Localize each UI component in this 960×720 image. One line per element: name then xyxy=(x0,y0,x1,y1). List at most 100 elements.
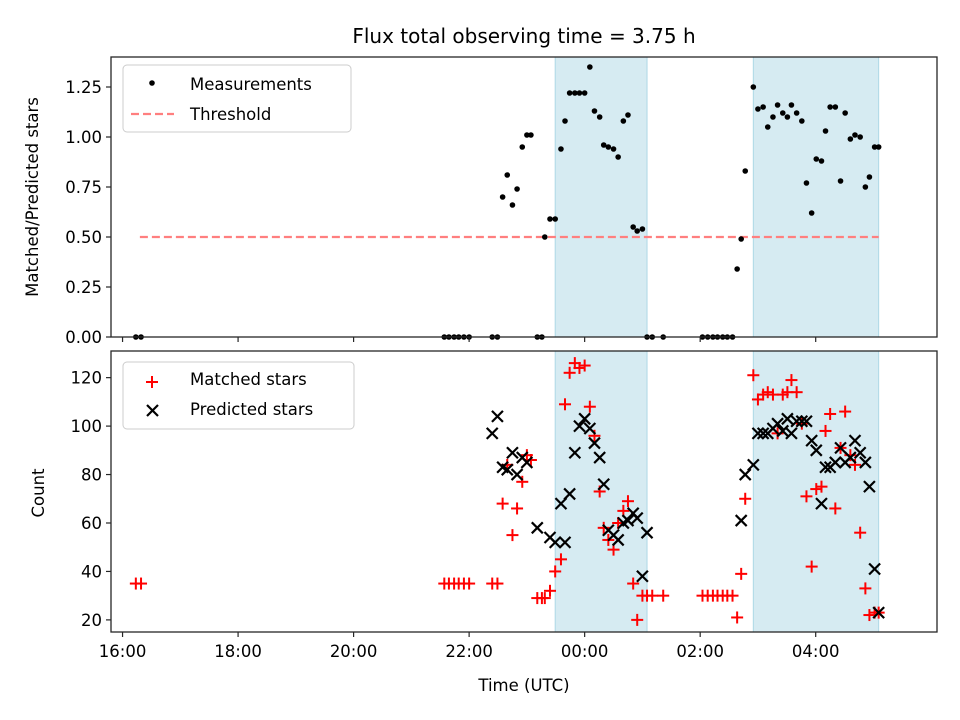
matched-star-point xyxy=(761,386,774,399)
predicted-star-point xyxy=(531,521,544,535)
measurement-point xyxy=(857,134,863,140)
predicted-star-point xyxy=(853,446,867,460)
measurement-point xyxy=(630,224,636,230)
predicted-star-point xyxy=(809,444,823,457)
predicted-star-point xyxy=(597,477,610,491)
measurement-point xyxy=(541,234,548,240)
x-tick-label: 20:00 xyxy=(330,642,378,661)
predicted-star-point xyxy=(583,422,597,435)
matched-star-point xyxy=(597,521,610,534)
predicted-star-point xyxy=(800,414,813,428)
matched-star-point xyxy=(563,366,576,379)
measurement-point xyxy=(499,194,506,200)
measurement-point xyxy=(558,146,564,152)
matched-star-point xyxy=(554,553,567,566)
measurement-point xyxy=(504,172,511,178)
bottom-y-ticks: 20 40 60 80 100 120 xyxy=(71,369,111,630)
measurement-point xyxy=(832,104,839,110)
predicted-star-point xyxy=(781,412,794,426)
measurement-point xyxy=(572,90,578,96)
measurement-point xyxy=(827,104,833,110)
predicted-star-point xyxy=(819,460,832,474)
observing-window-span xyxy=(752,56,880,338)
measurement-point xyxy=(764,124,771,130)
predicted-star-point xyxy=(554,497,568,510)
predicted-star-point xyxy=(500,463,514,476)
predicted-star-point xyxy=(790,414,803,428)
measurement-point xyxy=(875,144,882,150)
x-tick-label: 02:00 xyxy=(676,642,724,661)
measurement-point xyxy=(808,210,815,216)
predicted-star-point xyxy=(815,497,828,510)
measurement-point xyxy=(793,110,800,116)
chart-title: Flux total observing time = 3.75 h xyxy=(352,24,695,48)
measurement-point xyxy=(799,118,805,124)
matched-star-point xyxy=(538,592,551,605)
top-axes-frame xyxy=(110,56,938,338)
predicted-star-point xyxy=(621,514,635,527)
legend-measurements-label: Measurements xyxy=(190,75,312,94)
observing-window-span xyxy=(554,56,648,338)
measurement-point xyxy=(871,144,878,150)
matched-star-point xyxy=(810,483,823,496)
y-tick-label: 120 xyxy=(71,369,103,388)
measurement-point xyxy=(562,118,568,124)
measurement-point xyxy=(625,112,631,118)
predicted-star-point xyxy=(872,606,885,619)
measurement-point xyxy=(837,178,844,184)
legend-matched-marker xyxy=(146,376,158,388)
x-tick-label: 22:00 xyxy=(445,642,493,661)
legend-measurements-marker xyxy=(149,80,155,86)
predicted-star-point xyxy=(611,533,625,547)
measurement-point xyxy=(615,154,621,160)
matched-star-point xyxy=(747,369,760,382)
matched-star-point xyxy=(859,582,872,595)
predicted-star-point xyxy=(548,536,562,549)
measurement-point xyxy=(742,168,749,174)
matched-star-point xyxy=(726,589,739,602)
matched-star-point xyxy=(863,609,876,622)
predicted-star-point xyxy=(734,514,748,527)
matched-star-point xyxy=(524,454,537,467)
measurement-point xyxy=(760,104,766,110)
measurement-point xyxy=(514,186,520,192)
matched-star-point xyxy=(559,398,572,411)
measurement-point xyxy=(803,180,810,186)
x-tick-label: 18:00 xyxy=(214,642,262,661)
bottom-points xyxy=(129,357,885,626)
matched-star-point xyxy=(819,424,832,437)
predicted-star-point xyxy=(640,526,654,539)
matched-star-point xyxy=(829,502,842,515)
predicted-star-point xyxy=(785,427,798,440)
y-tick-label: 1.25 xyxy=(65,78,102,97)
measurement-point xyxy=(639,226,646,232)
matched-star-point xyxy=(646,589,659,602)
measurement-point xyxy=(596,114,603,120)
measurement-point xyxy=(738,236,744,242)
matched-star-point xyxy=(785,374,798,387)
measurement-point xyxy=(813,156,820,162)
predicted-star-point xyxy=(756,427,770,440)
y-tick-label: 0.75 xyxy=(65,178,102,197)
measurement-point xyxy=(784,114,791,120)
predicted-star-point xyxy=(771,417,784,430)
predicted-star-point xyxy=(588,436,601,450)
legend-matched-label: Matched stars xyxy=(190,370,307,389)
matched-star-point xyxy=(627,577,640,590)
matched-star-point xyxy=(854,526,867,539)
predicted-star-point xyxy=(848,434,862,447)
measurement-point xyxy=(581,90,588,96)
x-tick-label: 00:00 xyxy=(561,642,609,661)
x-tick-label: 04:00 xyxy=(792,642,840,661)
matched-star-point xyxy=(573,361,586,374)
matched-star-point xyxy=(543,584,556,597)
measurement-point xyxy=(774,102,781,108)
y-tick-label: 20 xyxy=(81,611,102,630)
matched-star-point xyxy=(839,405,852,418)
predicted-star-point xyxy=(558,536,572,549)
predicted-star-point xyxy=(834,441,847,455)
predicted-star-point xyxy=(844,451,857,464)
matched-star-point xyxy=(631,613,644,626)
legend-predicted-label: Predicted stars xyxy=(190,400,313,419)
predicted-star-point xyxy=(510,468,524,481)
